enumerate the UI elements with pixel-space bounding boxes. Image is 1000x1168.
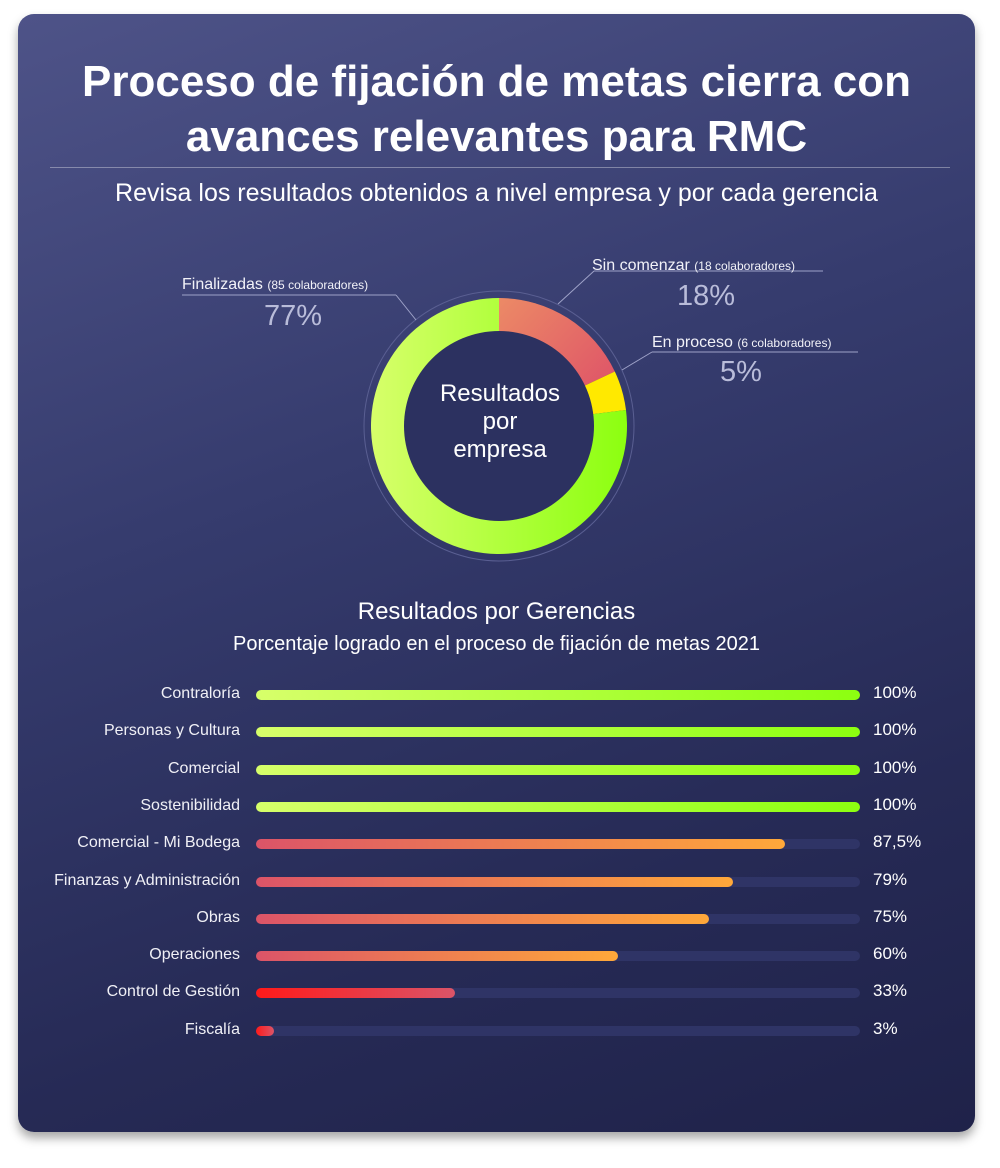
donut-chart	[182, 270, 858, 562]
bar-value-label: 100%	[873, 720, 917, 740]
bar-fill	[256, 764, 860, 775]
bar-value-label: 79%	[873, 869, 908, 889]
title-line-2: avances relevantes para RMC	[185, 112, 808, 161]
bar-category-label: Obras	[196, 908, 240, 926]
bar-fill	[256, 727, 860, 738]
bar-value-label: 100%	[873, 683, 917, 702]
title-divider	[50, 167, 950, 168]
bar-category-label: Fiscalía	[184, 1020, 240, 1038]
legend-finalizadas-name: Finalizadas	[182, 276, 263, 293]
page-subtitle: Revisa los resultados obtenidos a nivel …	[115, 179, 878, 207]
bar-category-label: Sostenibilidad	[140, 796, 240, 814]
donut-center-label: Resultados por empresa	[420, 380, 580, 464]
bar-track	[256, 801, 860, 812]
pct-en-proceso: 5%	[720, 356, 762, 388]
bar-category-label: Operaciones	[149, 946, 240, 964]
legend-en-proceso-name: En proceso	[652, 334, 733, 351]
donut-center-line-2: por	[482, 408, 518, 435]
pct-finalizadas: 77%	[263, 300, 323, 332]
infographic-card: Proceso de fijación de metas cierra con …	[18, 14, 975, 1132]
bar-row: Comercial 100%	[18, 753, 975, 790]
bar-fill	[256, 988, 456, 999]
legend-en-proceso-detail: (6 colaboradores)	[737, 336, 832, 350]
donut-outer-ring	[363, 290, 635, 562]
bar-fill	[256, 1025, 275, 1036]
bar-row: Contraloría 100%	[18, 678, 975, 715]
bar-category-label: Comercial	[167, 759, 240, 777]
bar-category-label: Finanzas y Administración	[54, 871, 240, 889]
bar-row: Control de Gestión 33%	[18, 976, 975, 1013]
bar-track	[256, 876, 860, 887]
bar-value-label: 87,5%	[873, 832, 922, 852]
leader-finalizadas	[395, 294, 417, 321]
bar-fill	[256, 839, 785, 850]
bar-value-label: 100%	[873, 757, 917, 777]
bar-row: Fiscalía 3%	[18, 1014, 975, 1051]
legend-sin-comenzar-detail: (18 colaboradores)	[694, 259, 796, 273]
bar-row: Finanzas y Administración 79%	[18, 865, 975, 902]
bars-section-subtitle: Porcentaje logrado en el proceso de fija…	[232, 633, 760, 655]
pct-sin-comenzar: 18%	[676, 280, 736, 312]
bar-row: Operaciones 60%	[18, 939, 975, 976]
bar-track	[256, 764, 860, 775]
bar-fill	[256, 690, 860, 700]
bar-category-label: Control de Gestión	[106, 983, 240, 1001]
bar-category-label: Contraloría	[160, 685, 240, 702]
page-title: Proceso de fijación de metas cierra con …	[18, 54, 975, 164]
donut-center-line-1: Resultados	[439, 380, 561, 407]
leader-en-proceso	[621, 351, 653, 371]
bar-track	[256, 1025, 860, 1036]
bar-value-label: 75%	[873, 906, 908, 926]
title-line-1: Proceso de fijación de metas cierra con	[82, 57, 911, 106]
bar-track	[256, 690, 860, 700]
bar-fill	[256, 913, 709, 924]
bar-value-label: 100%	[873, 794, 917, 814]
bar-fill	[256, 876, 734, 887]
bar-value-label: 33%	[873, 981, 908, 1001]
bar-track	[256, 727, 860, 738]
bar-row: Sostenibilidad 100%	[18, 790, 975, 827]
bar-row: Comercial - Mi Bodega 87,5%	[18, 827, 975, 864]
legend-finalizadas-detail: (85 colaboradores)	[267, 278, 369, 292]
bar-track	[256, 913, 860, 924]
legend-en-proceso: En proceso (6 colaboradores)	[652, 334, 831, 352]
bar-row: Personas y Cultura 100%	[18, 715, 975, 752]
donut-hole	[404, 331, 594, 521]
bar-row: Obras 75%	[18, 902, 975, 939]
bar-track	[256, 988, 860, 999]
bar-track	[256, 951, 860, 962]
legend-sin-comenzar: Sin comenzar (18 colaboradores)	[592, 257, 795, 275]
bars-section-title: Resultados por Gerencias	[357, 598, 636, 625]
bar-fill	[256, 801, 860, 812]
bar-category-label: Comercial - Mi Bodega	[77, 834, 240, 852]
bar-value-label: 60%	[873, 944, 908, 964]
leader-sin-comenzar	[557, 270, 595, 305]
bar-track	[256, 839, 860, 850]
bar-fill	[256, 951, 619, 962]
legend-finalizadas: Finalizadas (85 colaboradores)	[182, 276, 368, 294]
legend-sin-comenzar-name: Sin comenzar	[592, 257, 690, 274]
donut-center-line-3: empresa	[453, 436, 547, 463]
bar-category-label: Personas y Cultura	[103, 722, 240, 740]
bar-value-label: 3%	[873, 1018, 898, 1038]
